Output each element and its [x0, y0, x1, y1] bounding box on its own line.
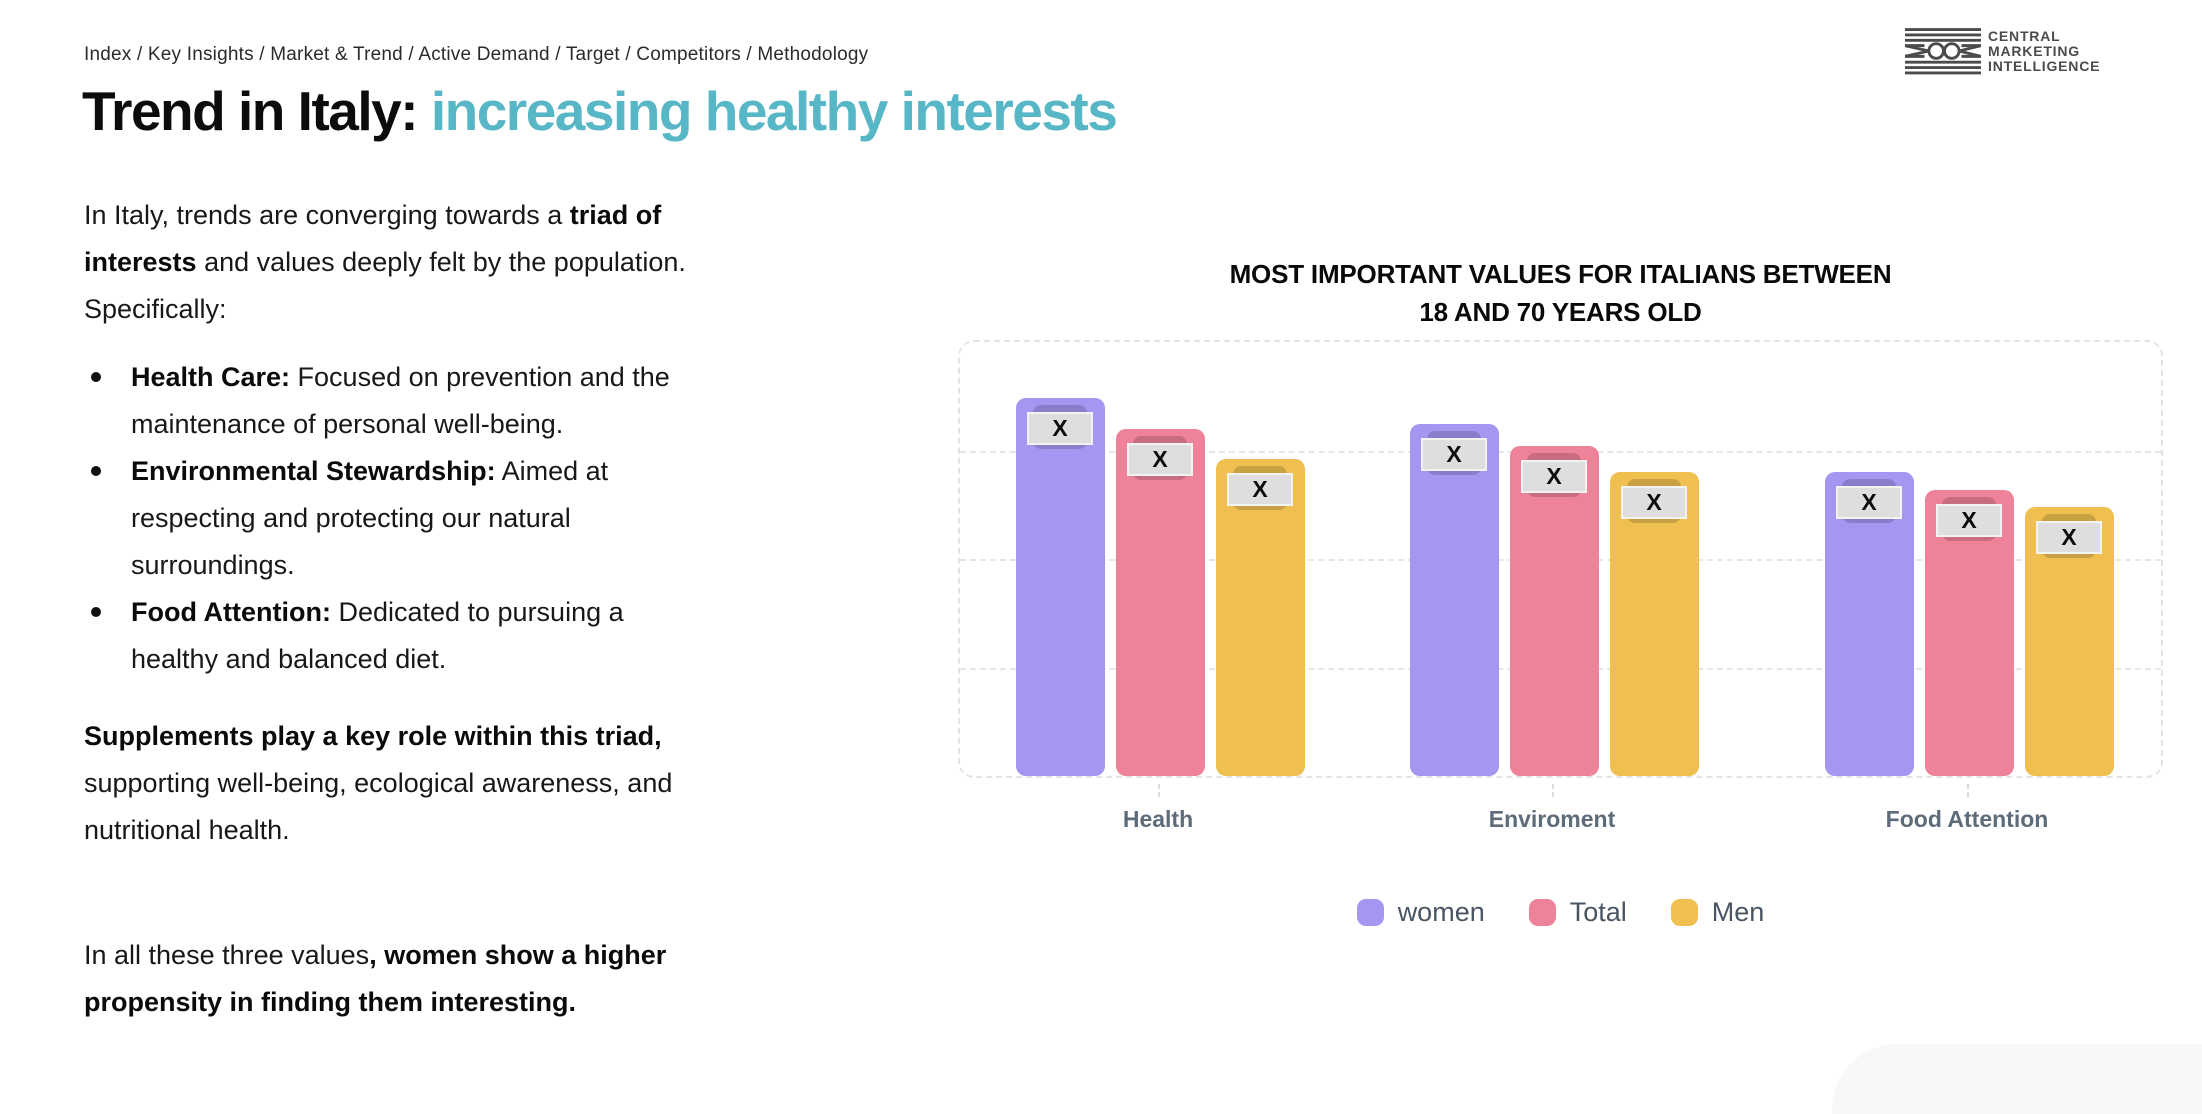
bar-value-label: X: [1936, 503, 2002, 537]
breadcrumb[interactable]: Index / Key Insights / Market & Trend / …: [84, 44, 869, 65]
x-axis-label-health: Health: [1122, 806, 1194, 832]
bar-value-label: X: [1127, 442, 1193, 476]
x-axis-tick: [1158, 784, 1160, 797]
page-title-teal: increasing healthy interests: [430, 80, 1118, 142]
list-item-food-attention: Food Attention: Dedicated to pursuing a …: [84, 589, 896, 683]
x-axis-tick: [1967, 784, 1969, 797]
list-item-health-care: Health Care: Focused on prevention and t…: [84, 354, 896, 448]
x-axis-label-enviroment: Enviroment: [1488, 806, 1616, 832]
bar-value-label: X: [2036, 520, 2102, 554]
list-item-text: Aimed at respecting and protecting our n…: [131, 456, 609, 580]
list-item-environmental-stewardship: Environmental Stewardship: Aimed at resp…: [84, 448, 896, 589]
x-axis-tick: [1552, 784, 1554, 797]
bar-women-food-attention: X: [1824, 472, 1914, 776]
chart-title: MOST IMPORTANT VALUES FOR ITALIANS BETWE…: [958, 255, 2163, 331]
chart-legend: women Total Men: [958, 897, 2163, 928]
bar-value-label: X: [1836, 486, 1902, 520]
bar-men-health: X: [1215, 459, 1305, 776]
body-text-column: In Italy, trends are converging towards …: [84, 192, 896, 1026]
closing-pre: In all these three values: [84, 940, 370, 970]
bar-women-health: X: [1015, 398, 1105, 776]
supplements-bold: Supplements play a key role within this …: [84, 721, 662, 751]
list-item-bold: Environmental Stewardship:: [131, 456, 496, 486]
bar-value-label: X: [1227, 473, 1293, 507]
supplements-text: supporting well-being, ecological awaren…: [84, 768, 673, 845]
list-item-text: Dedicated to pursuing a healthy and bala…: [131, 597, 624, 674]
logo-text-line2: MARKETING: [1988, 42, 2080, 59]
bar-total-food-attention: X: [1924, 489, 2014, 776]
watermark-shape: [1832, 1044, 2202, 1114]
bar-value-label: X: [1027, 412, 1093, 446]
bar-women-enviroment: X: [1409, 424, 1499, 776]
closing-paragraph: In all these three values, women show a …: [84, 932, 896, 1026]
x-axis-label-food-attention: Food Attention: [1885, 806, 2049, 832]
list-item-text: Focused on prevention and the maintenanc…: [131, 362, 670, 439]
legend-label: Men: [1711, 897, 1765, 927]
legend-item-men: Men: [1670, 897, 1765, 928]
page-title: Trend in Italy: increasing healthy inter…: [82, 76, 1118, 146]
intro-bold: triad of interests: [84, 200, 662, 277]
intro-paragraph: In Italy, trends are converging towards …: [84, 192, 896, 333]
list-item-bold: Food Attention:: [131, 597, 331, 627]
bar-total-health: X: [1115, 428, 1205, 776]
chart-title-line2: 18 AND 70 YEARS OLD: [1419, 297, 1702, 327]
legend-color-chip: [1356, 899, 1384, 926]
legend-item-women: women: [1356, 897, 1485, 928]
logo: CENTRAL MARKETING INTELLIGENCE: [1905, 26, 2100, 76]
page-title-black: Trend in Italy:: [82, 80, 431, 142]
bar-value-label: X: [1421, 438, 1487, 472]
bar-value-label: X: [1521, 460, 1587, 494]
bar-men-food-attention: X: [2024, 506, 2114, 776]
closing-bold: , women show a higher propensity in find…: [84, 940, 667, 1017]
legend-color-chip: [1528, 899, 1556, 926]
legend-item-total: Total: [1528, 897, 1627, 928]
logo-text-line3: INTELLIGENCE: [1988, 57, 2101, 74]
bar-men-enviroment: X: [1609, 472, 1699, 776]
intro-pre: In Italy, trends are converging towards …: [84, 200, 570, 230]
chart-title-line1: MOST IMPORTANT VALUES FOR ITALIANS BETWE…: [1229, 259, 1892, 289]
list-item-bold: Health Care:: [131, 362, 291, 392]
legend-label: women: [1397, 897, 1485, 927]
bar-chart: MOST IMPORTANT VALUES FOR ITALIANS BETWE…: [958, 255, 2163, 975]
supplements-paragraph: Supplements play a key role within this …: [84, 713, 896, 854]
legend-color-chip: [1670, 899, 1698, 926]
bar-value-label: X: [1621, 486, 1687, 520]
values-list: Health Care: Focused on prevention and t…: [84, 354, 896, 683]
logo-text-line1: CENTRAL: [1988, 27, 2061, 44]
logo-text: CENTRAL MARKETING INTELLIGENCE: [1988, 27, 2101, 74]
legend-label: Total: [1569, 897, 1627, 927]
bar-total-enviroment: X: [1509, 446, 1599, 776]
intro-post: and values deeply felt by the population…: [84, 247, 686, 324]
logo-icon: [1905, 28, 1981, 75]
